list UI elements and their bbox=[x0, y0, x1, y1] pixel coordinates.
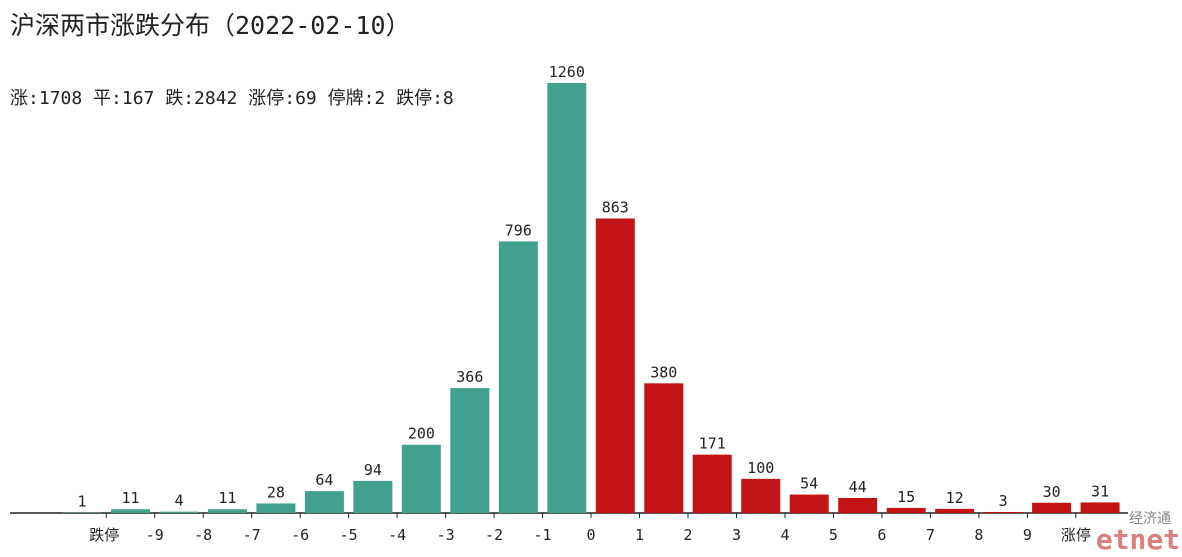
bar bbox=[547, 83, 586, 513]
value-label: 4 bbox=[174, 492, 183, 510]
x-tick-label: 涨停 bbox=[1061, 526, 1091, 544]
x-tick-label: -2 bbox=[485, 526, 503, 544]
value-label: 64 bbox=[315, 471, 333, 489]
x-tick-label: -8 bbox=[194, 526, 212, 544]
bar bbox=[159, 512, 198, 513]
bar bbox=[111, 509, 150, 513]
bar bbox=[450, 388, 489, 513]
x-tick-label: 8 bbox=[974, 526, 983, 544]
value-label: 31 bbox=[1091, 482, 1109, 500]
x-tick-label: 5 bbox=[829, 526, 838, 544]
x-tick-label: 6 bbox=[877, 526, 886, 544]
value-label: 380 bbox=[650, 363, 677, 381]
chart-title: 沪深两市涨跌分布（2022-02-10） bbox=[10, 11, 411, 40]
x-tick-label: -7 bbox=[243, 526, 261, 544]
x-tick-label: 0 bbox=[587, 526, 596, 544]
value-label: 1260 bbox=[549, 63, 585, 81]
value-label: 44 bbox=[849, 478, 867, 496]
bar bbox=[596, 218, 635, 513]
value-label: 863 bbox=[602, 198, 629, 216]
value-label: 3 bbox=[999, 492, 1008, 510]
value-label: 28 bbox=[267, 483, 285, 501]
bar bbox=[208, 509, 247, 513]
bar bbox=[984, 512, 1023, 513]
bar bbox=[790, 495, 829, 513]
bar bbox=[644, 383, 683, 513]
x-tick-label: -3 bbox=[437, 526, 455, 544]
watermark-logo: etnet bbox=[1096, 523, 1180, 553]
bar bbox=[499, 241, 538, 513]
x-tick-label: 4 bbox=[780, 526, 789, 544]
chart-subtitle: 涨:1708 平:167 跌:2842 涨停:69 停牌:2 跌停:8 bbox=[10, 88, 454, 109]
x-tick-label: 2 bbox=[683, 526, 692, 544]
value-label: 54 bbox=[800, 475, 818, 493]
x-tick-label: -4 bbox=[388, 526, 406, 544]
value-label: 15 bbox=[897, 488, 915, 506]
value-label: 30 bbox=[1043, 483, 1061, 501]
value-label: 12 bbox=[946, 489, 964, 507]
x-tick-label: 跌停 bbox=[89, 526, 119, 544]
value-label: 171 bbox=[699, 435, 726, 453]
x-tick-label: -1 bbox=[534, 526, 552, 544]
bar bbox=[693, 455, 732, 513]
value-label: 94 bbox=[364, 461, 382, 479]
value-label: 100 bbox=[747, 459, 774, 477]
value-label: 1 bbox=[77, 493, 86, 511]
bar bbox=[935, 509, 974, 513]
value-label: 366 bbox=[456, 368, 483, 386]
value-label: 11 bbox=[218, 489, 236, 507]
bar bbox=[887, 508, 926, 513]
bar bbox=[1032, 503, 1071, 513]
bar bbox=[741, 479, 780, 513]
x-tick-label: -6 bbox=[291, 526, 309, 544]
bar bbox=[1081, 502, 1120, 513]
value-label: 11 bbox=[121, 489, 139, 507]
bar bbox=[838, 498, 877, 513]
bar bbox=[305, 491, 344, 513]
bar bbox=[256, 503, 295, 513]
value-label: 796 bbox=[505, 221, 532, 239]
x-tick-label: 3 bbox=[732, 526, 741, 544]
x-tick-label: -5 bbox=[340, 526, 358, 544]
value-label: 200 bbox=[408, 425, 435, 443]
x-tick-label: 7 bbox=[926, 526, 935, 544]
bar bbox=[402, 445, 441, 513]
bar bbox=[353, 481, 392, 513]
x-tick-label: -9 bbox=[146, 526, 164, 544]
x-tick-label: 9 bbox=[1023, 526, 1032, 544]
x-tick-label: 1 bbox=[635, 526, 644, 544]
